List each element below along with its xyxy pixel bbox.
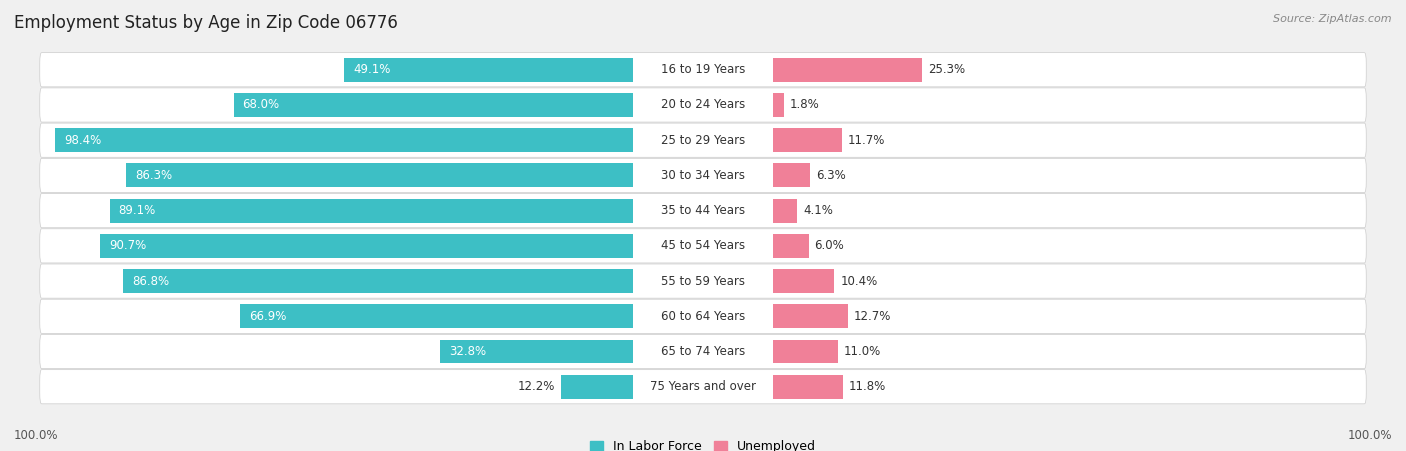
Text: 25 to 29 Years: 25 to 29 Years [661,133,745,147]
Bar [127,163,633,188]
FancyBboxPatch shape [39,88,1367,122]
Bar [773,375,842,399]
Bar [344,58,633,82]
Text: Source: ZipAtlas.com: Source: ZipAtlas.com [1274,14,1392,23]
Bar [55,128,633,152]
Text: 20 to 24 Years: 20 to 24 Years [661,98,745,111]
FancyBboxPatch shape [39,53,1367,87]
Text: 66.9%: 66.9% [249,310,287,323]
Text: 11.7%: 11.7% [848,133,886,147]
Bar [240,304,633,328]
Text: 11.0%: 11.0% [844,345,882,358]
FancyBboxPatch shape [39,193,1367,228]
Text: 45 to 54 Years: 45 to 54 Years [661,239,745,253]
Text: 86.8%: 86.8% [132,275,169,288]
Text: 12.2%: 12.2% [517,380,555,393]
Text: 25.3%: 25.3% [928,63,965,76]
Text: 90.7%: 90.7% [110,239,146,253]
Bar [773,198,797,223]
Text: 100.0%: 100.0% [14,429,59,442]
Text: 32.8%: 32.8% [449,345,486,358]
Bar [773,58,922,82]
Bar [773,269,834,293]
Text: 11.8%: 11.8% [849,380,886,393]
Bar [100,234,633,258]
Text: 68.0%: 68.0% [242,98,280,111]
Text: 65 to 74 Years: 65 to 74 Years [661,345,745,358]
Text: 60 to 64 Years: 60 to 64 Years [661,310,745,323]
Text: 6.3%: 6.3% [817,169,846,182]
Text: 10.4%: 10.4% [841,275,877,288]
Text: 6.0%: 6.0% [814,239,844,253]
FancyBboxPatch shape [39,264,1367,298]
Text: Employment Status by Age in Zip Code 06776: Employment Status by Age in Zip Code 067… [14,14,398,32]
FancyBboxPatch shape [39,370,1367,404]
Bar [773,93,785,117]
FancyBboxPatch shape [39,299,1367,333]
Bar [561,375,633,399]
Text: 30 to 34 Years: 30 to 34 Years [661,169,745,182]
Bar [773,340,838,364]
Text: 4.1%: 4.1% [803,204,834,217]
Bar [773,128,842,152]
Text: 89.1%: 89.1% [118,204,156,217]
FancyBboxPatch shape [39,335,1367,368]
Bar [124,269,633,293]
Bar [233,93,633,117]
Bar [440,340,633,364]
Text: 49.1%: 49.1% [353,63,391,76]
Text: 35 to 44 Years: 35 to 44 Years [661,204,745,217]
Text: 75 Years and over: 75 Years and over [650,380,756,393]
Bar [110,198,633,223]
Text: 16 to 19 Years: 16 to 19 Years [661,63,745,76]
Text: 86.3%: 86.3% [135,169,172,182]
Bar [773,234,808,258]
Text: 12.7%: 12.7% [853,310,891,323]
Text: 1.8%: 1.8% [790,98,820,111]
Bar [773,163,810,188]
Bar [773,304,848,328]
FancyBboxPatch shape [39,229,1367,263]
Legend: In Labor Force, Unemployed: In Labor Force, Unemployed [591,440,815,451]
Text: 55 to 59 Years: 55 to 59 Years [661,275,745,288]
FancyBboxPatch shape [39,123,1367,157]
Text: 98.4%: 98.4% [63,133,101,147]
FancyBboxPatch shape [39,158,1367,193]
Text: 100.0%: 100.0% [1347,429,1392,442]
